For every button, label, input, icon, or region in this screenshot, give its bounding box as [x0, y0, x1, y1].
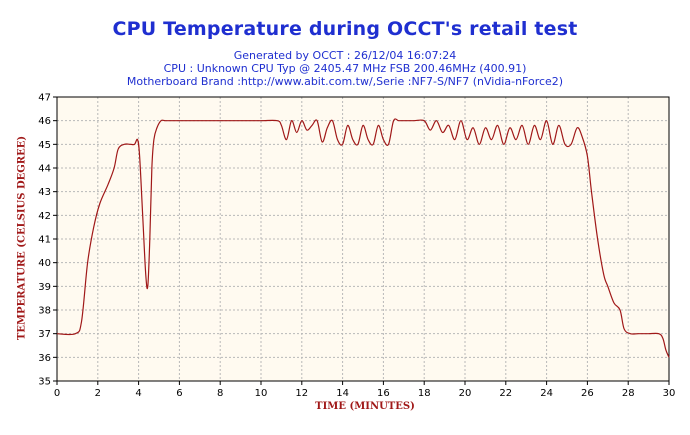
x-tick-label: 22 [499, 388, 512, 399]
x-tick-label: 26 [581, 388, 594, 399]
y-tick-label: 43 [38, 187, 51, 198]
y-tick-label: 40 [38, 258, 51, 269]
y-tick-label: 38 [38, 306, 51, 317]
chart-subtitle-generated: Generated by OCCT : 26/12/04 16:07:24 [233, 49, 457, 62]
y-tick-label: 36 [38, 353, 51, 364]
y-tick-label: 41 [38, 235, 51, 246]
y-tick-label: 45 [38, 140, 51, 151]
x-tick-label: 14 [336, 388, 349, 399]
x-tick-label: 12 [295, 388, 308, 399]
x-tick-label: 0 [54, 388, 60, 399]
x-tick-label: 8 [217, 388, 223, 399]
y-axis-label: TEMPERATURE (CELSIUS DEGREE) [16, 135, 28, 341]
y-tick-label: 47 [38, 93, 51, 104]
temperature-series-line [56, 118, 670, 358]
y-tick-label: 35 [38, 377, 51, 388]
chart-subtitle-cpu: CPU : Unknown CPU Typ @ 2405.47 MHz FSB … [163, 62, 527, 75]
chart-title: CPU Temperature during OCCT's retail tes… [112, 18, 578, 40]
y-tick-label: 46 [38, 116, 51, 127]
y-tick-label: 42 [38, 211, 51, 222]
y-tick-label: 44 [38, 164, 51, 175]
x-tick-label: 28 [622, 388, 635, 399]
x-tick-label: 4 [135, 388, 141, 399]
x-tick-label: 10 [255, 388, 268, 399]
y-tick-label: 37 [38, 329, 51, 340]
x-tick-label: 20 [459, 388, 472, 399]
x-tick-label: 6 [176, 388, 182, 399]
chart-subtitle-motherboard: Motherboard Brand :http://www.abit.com.t… [126, 75, 564, 88]
x-axis-label: TIME (MINUTES) [315, 401, 415, 412]
x-tick-label: 18 [418, 388, 431, 399]
x-tick-label: 16 [377, 388, 390, 399]
y-tick-label: 39 [38, 282, 51, 293]
x-tick-label: 24 [540, 388, 553, 399]
x-tick-label: 2 [95, 388, 101, 399]
x-tick-label: 30 [663, 388, 676, 399]
